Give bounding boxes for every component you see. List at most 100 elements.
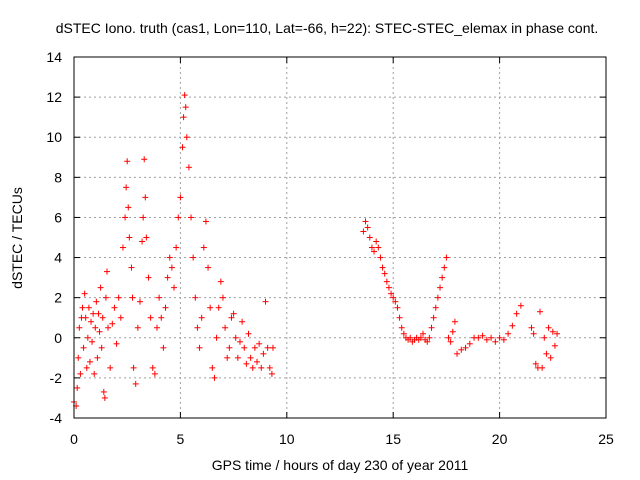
data-point <box>90 310 97 317</box>
data-point <box>419 330 426 337</box>
data-point <box>168 264 175 271</box>
axis-ticks <box>73 56 607 419</box>
data-point <box>247 354 254 361</box>
data-point <box>194 324 201 331</box>
data-point <box>86 358 93 365</box>
data-point <box>430 314 437 321</box>
data-point <box>181 92 188 99</box>
data-point <box>532 360 539 367</box>
y-tick-label: -2 <box>50 370 63 386</box>
data-point <box>226 344 233 351</box>
x-tick-label: 5 <box>177 431 185 447</box>
data-point <box>513 310 520 317</box>
data-point <box>145 274 152 281</box>
y-axis-label: dSTEC / TECUs <box>9 187 25 289</box>
data-point <box>115 294 122 301</box>
data-point <box>371 248 378 255</box>
data-point <box>241 344 248 351</box>
data-point <box>93 298 100 305</box>
data-point <box>94 354 101 361</box>
data-point <box>458 346 465 353</box>
y-tick-labels: -4 -2 0 2 4 6 8 10 12 14 <box>46 49 62 426</box>
data-point <box>539 364 546 371</box>
data-point <box>428 324 435 331</box>
data-point <box>230 310 237 317</box>
data-point <box>103 268 110 275</box>
data-point <box>236 338 243 345</box>
x-tick-label: 20 <box>492 431 508 447</box>
data-point <box>83 364 90 371</box>
data-point <box>213 334 220 341</box>
data-point <box>260 350 267 357</box>
data-point <box>88 318 95 325</box>
data-point <box>109 320 116 327</box>
data-point <box>129 294 136 301</box>
data-point <box>443 254 450 261</box>
y-tick-label: 12 <box>46 89 62 105</box>
data-point <box>224 354 231 361</box>
data-point <box>264 344 271 351</box>
data-point <box>171 284 178 291</box>
data-point <box>134 324 141 331</box>
data-point <box>211 374 218 381</box>
data-point <box>385 284 392 291</box>
data-point <box>417 334 424 341</box>
data-point <box>96 328 103 335</box>
data-point <box>268 370 275 377</box>
data-point <box>362 218 369 225</box>
data-point <box>379 264 386 271</box>
data-point <box>424 338 431 345</box>
data-point <box>249 364 256 371</box>
data-point <box>228 314 235 321</box>
data-point <box>105 324 112 331</box>
data-point <box>205 264 212 271</box>
data-point <box>475 334 482 341</box>
data-point <box>509 322 516 329</box>
data-point <box>183 134 190 141</box>
data-point <box>541 334 548 341</box>
data-point <box>158 314 165 321</box>
data-point <box>95 310 102 317</box>
data-point <box>117 314 124 321</box>
data-point <box>139 238 146 245</box>
data-point <box>119 244 126 251</box>
data-point <box>528 324 535 331</box>
data-point <box>426 334 433 341</box>
data-point <box>122 214 129 221</box>
data-point <box>254 358 261 365</box>
data-point <box>156 294 163 301</box>
chart-title: dSTEC Iono. truth (cas1, Lon=110, Lat=-6… <box>56 20 599 36</box>
y-tick-label: -4 <box>50 410 63 426</box>
data-point <box>256 340 263 347</box>
data-point <box>128 264 135 271</box>
data-point <box>377 254 384 261</box>
data-point <box>219 294 226 301</box>
data-point <box>140 214 147 221</box>
data-point <box>222 324 229 331</box>
data-point <box>360 228 367 235</box>
data-point <box>239 318 246 325</box>
data-point <box>234 354 241 361</box>
data-point <box>160 344 167 351</box>
data-point <box>209 364 216 371</box>
data-point <box>373 238 380 245</box>
data-point <box>149 364 156 371</box>
data-point <box>479 332 486 339</box>
data-point <box>517 302 524 309</box>
data-point <box>175 214 182 221</box>
data-point <box>192 294 199 301</box>
data-point <box>375 244 382 251</box>
data-point <box>91 370 98 377</box>
data-point <box>505 330 512 337</box>
data-point <box>269 344 276 351</box>
data-point <box>215 304 222 311</box>
data-point <box>383 278 390 285</box>
data-point <box>82 314 89 321</box>
y-tick-label: 10 <box>46 129 62 145</box>
data-point <box>366 234 373 241</box>
data-point <box>92 324 99 331</box>
y-tick-label: 0 <box>54 330 62 346</box>
data-point <box>496 334 503 341</box>
data-point <box>97 284 104 291</box>
